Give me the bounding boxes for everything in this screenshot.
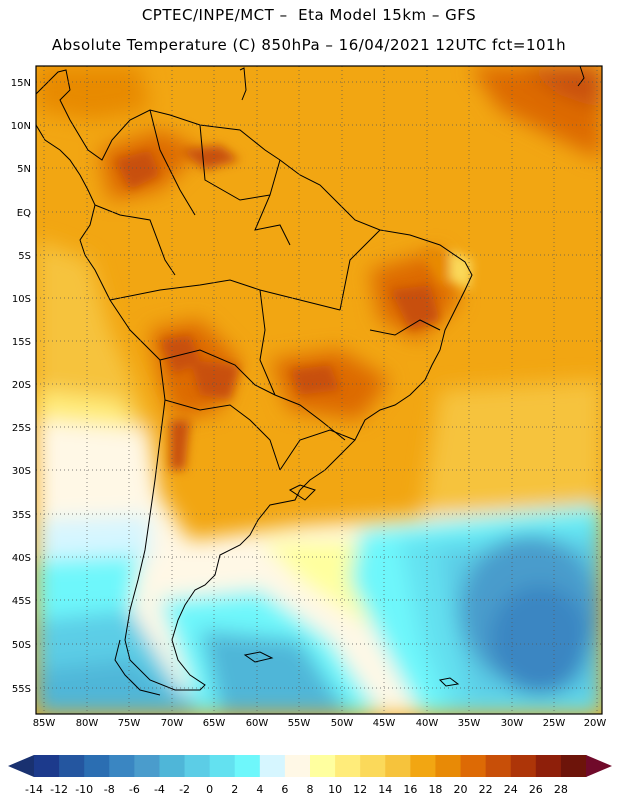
colorbar-cell <box>234 755 261 777</box>
map-title-line1: CPTEC/INPE/MCT – Eta Model 15km – GFS <box>141 6 477 24</box>
lon-label: 65W <box>203 718 226 729</box>
lat-label: 15N <box>11 78 31 89</box>
lon-label: 30W <box>501 718 524 729</box>
coastlines <box>36 66 585 696</box>
colorbar-label: -4 <box>154 783 165 796</box>
lon-label: 60W <box>246 718 269 729</box>
colorbar-cell <box>535 755 562 777</box>
colorbar-label: 28 <box>554 783 568 796</box>
colorbar-label: -6 <box>129 783 140 796</box>
lon-label: 45W <box>373 718 396 729</box>
lon-label: 85W <box>33 718 56 729</box>
lat-label: EQ <box>17 208 31 219</box>
temperature-field <box>36 66 602 714</box>
lon-label: 75W <box>118 718 141 729</box>
colorbar-cell <box>134 755 161 777</box>
colorbar-cell <box>460 755 487 777</box>
colorbar-cell <box>34 755 60 777</box>
colorbar-label: -14 <box>25 783 43 796</box>
lon-label: 25W <box>543 718 566 729</box>
graticule <box>36 66 602 714</box>
lon-label: 20W <box>584 718 607 729</box>
colorbar-cell <box>360 755 386 777</box>
lat-label: 5S <box>18 251 31 262</box>
colorbar-label: 26 <box>529 783 543 796</box>
colorbar-label: 8 <box>307 783 314 796</box>
colorbar-label: 20 <box>454 783 468 796</box>
colorbar-cell <box>259 755 286 777</box>
longitude-axis: 85W 80W 75W 70W 65W 60W 55W 50W 45W 40W … <box>33 718 607 729</box>
colorbar-cell <box>410 755 437 777</box>
colorbar-label: 10 <box>328 783 342 796</box>
colorbar-label: 18 <box>428 783 442 796</box>
lon-label: 70W <box>161 718 184 729</box>
colorbar-label: 22 <box>479 783 493 796</box>
colorbar-cell <box>335 755 361 777</box>
lat-label: 15S <box>12 337 31 348</box>
lat-label: 5N <box>17 164 31 175</box>
map-title-line2: Absolute Temperature (C) 850hPa – 16/04/… <box>51 36 567 54</box>
map-frame <box>35 65 603 715</box>
colorbar-cell <box>209 755 236 777</box>
colorbar-cell <box>435 755 462 777</box>
colorbar-label: 2 <box>231 783 238 796</box>
colorbar-cell <box>485 755 512 777</box>
colorbar-label: -8 <box>104 783 115 796</box>
colorbar-label: 24 <box>504 783 518 796</box>
lat-label: 10N <box>11 121 31 132</box>
colorbar-label: 12 <box>353 783 367 796</box>
colorbar-cell <box>385 755 411 777</box>
colorbar-cell <box>560 755 587 777</box>
colorbar-cell <box>159 755 186 777</box>
colorbar-label: 6 <box>281 783 288 796</box>
colorbar-label: -10 <box>75 783 93 796</box>
colorbar-cell <box>184 755 211 777</box>
colorbar-cell <box>59 755 85 777</box>
lat-label: 20S <box>12 380 31 391</box>
colorbar-label: -2 <box>179 783 190 796</box>
lat-label: 40S <box>12 553 31 564</box>
colorbar: -14 -12 -10 -8 -6 -4 -2 0 2 4 6 8 10 12 14 16 18 20 22 24 26… <box>8 755 612 796</box>
colorbar-under-arrow <box>8 755 34 777</box>
lat-label: 35S <box>12 510 31 521</box>
colorbar-cell <box>109 755 135 777</box>
lat-label: 10S <box>12 294 31 305</box>
colorbar-label: -12 <box>50 783 68 796</box>
latitude-axis: 15N 10N 5N EQ 5S 10S 15S 20S 25S 30S 35S… <box>11 78 31 695</box>
colorbar-label: 14 <box>378 783 392 796</box>
lon-label: 50W <box>331 718 354 729</box>
colorbar-label: 16 <box>403 783 417 796</box>
lat-label: 55S <box>12 684 31 695</box>
colorbar-label: 0 <box>206 783 213 796</box>
colorbar-cell <box>284 755 311 777</box>
lat-label: 30S <box>12 466 31 477</box>
lon-label: 55W <box>288 718 311 729</box>
colorbar-cell <box>510 755 537 777</box>
colorbar-over-arrow <box>586 755 612 777</box>
lon-label: 40W <box>416 718 439 729</box>
lon-label: 80W <box>76 718 99 729</box>
lat-label: 50S <box>12 640 31 651</box>
lat-label: 45S <box>12 596 31 607</box>
colorbar-label: 4 <box>256 783 263 796</box>
colorbar-cell <box>310 755 336 777</box>
lon-label: 35W <box>458 718 481 729</box>
colorbar-cell <box>84 755 110 777</box>
lat-label: 25S <box>12 423 31 434</box>
